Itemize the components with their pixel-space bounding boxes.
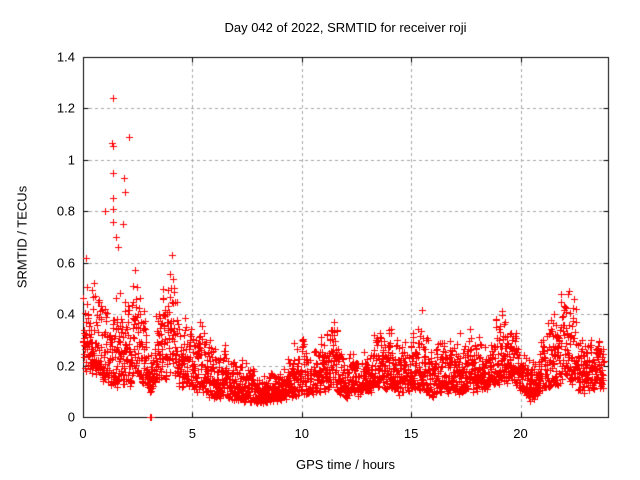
y-axis-label: SRMTID / TECUs (14, 185, 30, 289)
y-tick-label: 0.6 (56, 255, 75, 271)
y-tick-label: 0.8 (56, 203, 75, 219)
y-tick-label: 0 (67, 409, 75, 425)
x-tick-label: 0 (79, 426, 87, 441)
x-tick-label: 20 (513, 426, 528, 441)
x-tick-label: 10 (294, 426, 309, 441)
y-tick-label: 1 (67, 152, 75, 168)
chart-title: Day 042 of 2022, SRMTID for receiver roj… (224, 20, 467, 35)
y-tick-label: 0.2 (56, 358, 75, 374)
y-tick-label: 0.4 (56, 306, 75, 322)
y-tick-label: 1.2 (56, 100, 75, 116)
x-tick-label: 15 (403, 426, 419, 441)
y-tick-label: 1.4 (56, 49, 75, 65)
x-tick-label: 5 (188, 426, 196, 441)
x-axis-label: GPS time / hours (296, 457, 395, 472)
